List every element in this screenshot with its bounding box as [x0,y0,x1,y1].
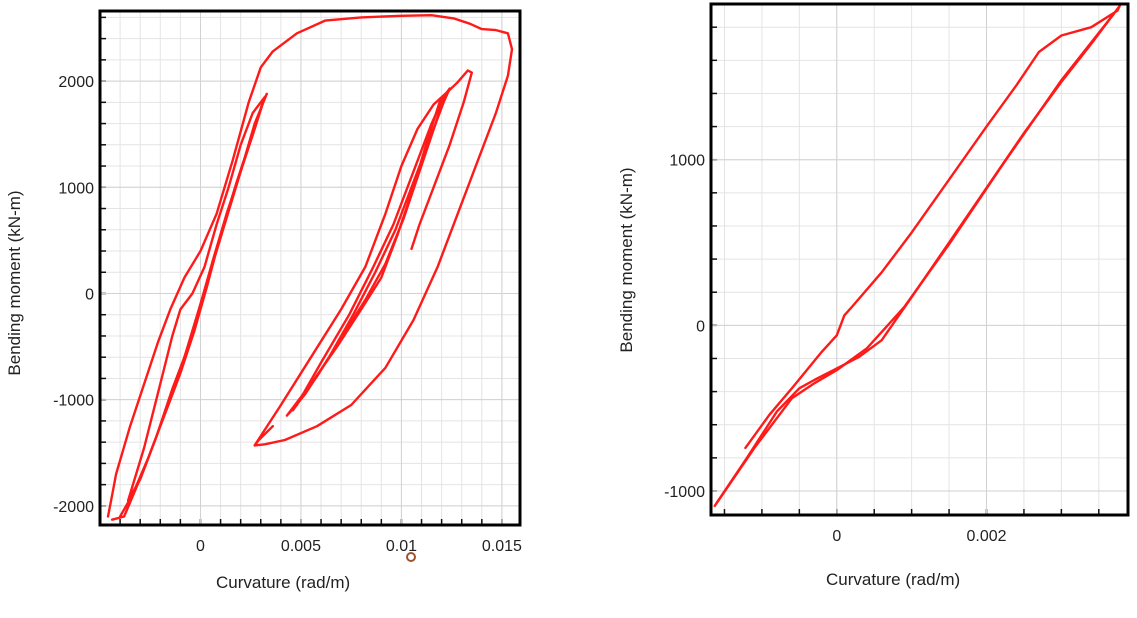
left-chart-x-axis-label: Curvature (rad/m) [216,573,351,592]
left-chart-x-tick-label: 0 [196,538,205,555]
right-chart-frame [709,2,1130,517]
left-chart: 0 0.005 0.01 0.015 -2000 -1000 0 1000 2000 [53,9,522,555]
left-chart-frame [98,9,522,527]
cursor-marker-icon [406,552,416,562]
right-chart-series-cycle-repeat [715,12,1116,504]
right-chart-x-tick-label: 0.002 [966,528,1006,545]
left-chart-y-tick-label: 2000 [58,74,94,91]
left-chart-y-axis-label: Bending moment (kN-m) [5,190,24,376]
left-chart-series-outer-cycle [106,13,514,518]
left-chart-x-tick-label: 0.005 [281,538,321,555]
right-chart-y-tick-label: 0 [696,318,705,335]
left-chart-series-right-loop-3 [291,95,445,412]
left-chart-series-right-loop-2 [285,87,451,417]
left-chart-y-tick-label: 1000 [58,180,94,197]
right-chart-y-tick-label: 1000 [669,153,705,170]
right-chart: 0 0.002 -1000 0 1000 [664,2,1130,545]
left-chart-series-right-loop-1 [253,69,473,447]
left-chart-y-tick-label: -2000 [53,499,94,516]
right-chart-x-axis-label: Curvature (rad/m) [826,570,961,589]
right-chart-y-axis-label: Bending moment (kN-m) [617,167,636,353]
right-chart-series-cycle [713,4,1122,508]
left-chart-y-tick-label: -1000 [53,393,94,410]
right-chart-x-tick-label: 0 [832,528,841,545]
left-chart-series-left-loop-2 [126,95,266,502]
left-chart-x-tick-label: 0.01 [386,538,417,555]
left-chart-y-tick-label: 0 [85,286,94,303]
left-chart-plot-area [100,11,520,525]
left-chart-x-tick-label: 0.015 [482,538,522,555]
right-chart-y-tick-label: -1000 [664,484,705,501]
